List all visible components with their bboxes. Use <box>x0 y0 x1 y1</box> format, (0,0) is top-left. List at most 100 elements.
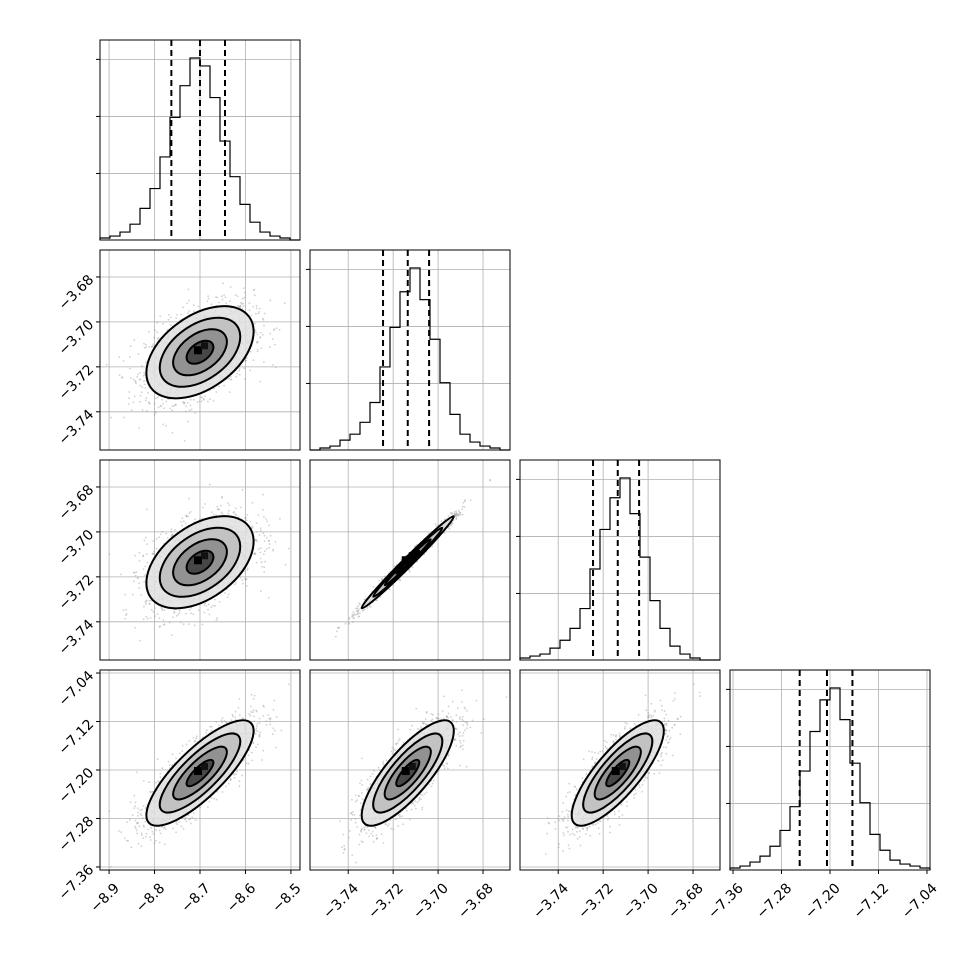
scatter-points <box>100 250 300 450</box>
sample-point <box>226 596 229 599</box>
sample-point <box>245 578 248 581</box>
contour-line <box>185 549 215 575</box>
sample-point <box>273 328 276 331</box>
sample-point <box>249 520 252 523</box>
sample-point <box>137 353 140 355</box>
sample-point <box>145 615 148 618</box>
sample-point <box>207 608 209 611</box>
sample-point <box>272 549 275 552</box>
sample-point <box>152 552 155 555</box>
sample-point <box>241 488 244 491</box>
sample-point <box>125 613 128 615</box>
sample-point <box>228 377 230 380</box>
sample-point <box>372 585 375 588</box>
sample-point <box>241 303 243 305</box>
sample-point <box>144 399 147 402</box>
sample-point <box>255 539 258 541</box>
sample-point <box>156 331 159 333</box>
sample-point <box>267 539 270 542</box>
sample-point <box>234 513 237 515</box>
sample-point <box>143 605 145 608</box>
sample-point <box>192 398 195 401</box>
sample-point <box>188 497 190 500</box>
sample-point <box>256 342 259 344</box>
sample-point <box>269 346 271 349</box>
sample-point <box>464 500 466 503</box>
sample-point <box>462 501 465 504</box>
sample-point <box>392 584 395 587</box>
sample-point <box>263 312 266 315</box>
sample-point <box>145 599 148 602</box>
sample-point <box>215 391 218 393</box>
sample-point <box>356 612 359 615</box>
sample-point <box>246 514 249 516</box>
sample-point <box>133 339 136 341</box>
sample-point <box>353 617 356 619</box>
contour-line <box>145 305 255 400</box>
sample-point <box>235 581 238 584</box>
contour-line <box>158 526 242 598</box>
sample-point <box>118 356 121 359</box>
sample-point <box>239 576 242 579</box>
sample-point <box>159 315 162 318</box>
sample-point <box>283 302 286 305</box>
sample-point <box>134 554 136 557</box>
sample-point <box>359 603 361 606</box>
sample-point <box>169 407 172 410</box>
sample-point <box>201 396 203 399</box>
sample-point <box>138 560 141 562</box>
sample-point <box>488 479 491 481</box>
sample-point <box>234 583 236 586</box>
sample-point <box>272 548 274 551</box>
contour-line <box>172 538 228 587</box>
sample-point <box>274 343 276 346</box>
sample-point <box>223 294 225 296</box>
sample-point <box>388 588 391 591</box>
sample-point <box>137 577 139 580</box>
sample-point <box>166 537 169 539</box>
sample-point <box>355 614 357 616</box>
sample-point <box>245 359 248 362</box>
sample-point <box>262 493 265 496</box>
density-peak <box>194 556 202 565</box>
sample-point <box>243 570 246 573</box>
sample-point <box>133 571 136 574</box>
sample-point <box>162 402 165 405</box>
sample-point <box>133 580 136 583</box>
sample-point <box>251 525 254 528</box>
sample-point <box>152 540 155 542</box>
sample-point <box>344 622 347 625</box>
sample-point <box>241 579 244 581</box>
sample-point <box>173 611 176 613</box>
sample-point <box>149 617 152 619</box>
sample-point <box>393 565 396 567</box>
sample-point <box>267 597 270 599</box>
sample-point <box>455 512 458 514</box>
sample-point <box>156 613 159 615</box>
sample-point <box>216 296 219 299</box>
sample-point <box>162 624 165 626</box>
sample-point <box>148 603 151 605</box>
sample-point <box>110 416 112 419</box>
sample-point <box>235 375 238 378</box>
panel-frame <box>99 459 301 661</box>
sample-point <box>128 397 130 400</box>
sample-point <box>203 604 206 606</box>
sample-point <box>259 527 262 530</box>
sample-point <box>431 545 433 548</box>
sample-point <box>158 536 161 539</box>
sample-point <box>448 527 451 530</box>
sample-point <box>154 615 157 617</box>
sample-point <box>229 300 231 303</box>
sample-point <box>145 361 148 364</box>
sample-point <box>453 511 456 513</box>
sample-point <box>411 566 414 569</box>
sample-point <box>459 511 462 514</box>
sample-point <box>224 296 227 299</box>
sample-point <box>232 511 235 514</box>
sample-point <box>210 606 213 609</box>
sample-point <box>138 551 141 554</box>
sample-point <box>180 313 183 316</box>
sample-point <box>238 306 241 308</box>
sample-point <box>201 506 204 509</box>
